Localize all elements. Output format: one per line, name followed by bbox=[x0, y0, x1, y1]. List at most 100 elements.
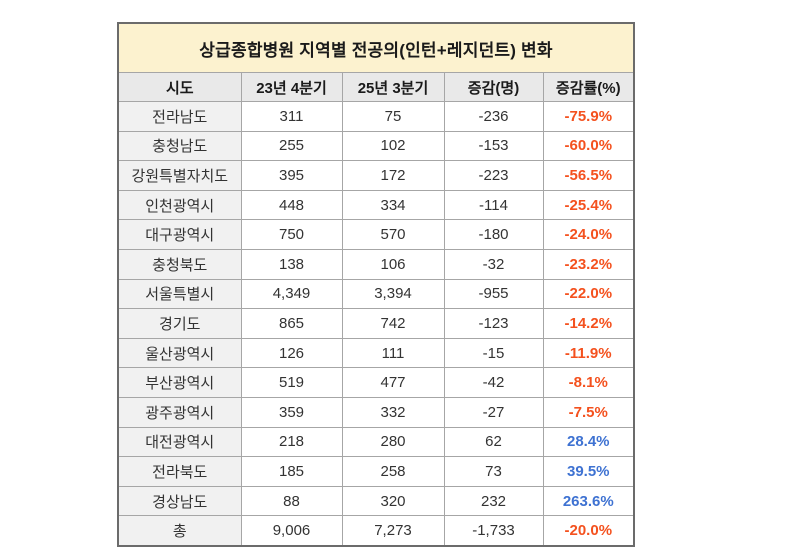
value-change: 232 bbox=[443, 485, 544, 517]
value-change: 62 bbox=[443, 426, 544, 458]
value-q3-2025: 570 bbox=[341, 219, 445, 250]
table-row: 충청남도 255 102 -153 -60.0% bbox=[117, 130, 635, 162]
region-name: 총 bbox=[117, 515, 242, 547]
value-q3-2025: 7,273 bbox=[341, 515, 445, 547]
value-q3-2025: 106 bbox=[341, 248, 445, 280]
table-row: 전라남도 311 75 -236 -75.9% bbox=[117, 101, 635, 132]
table-row: 경상남도 88 320 232 263.6% bbox=[117, 485, 635, 517]
table-title: 상급종합병원 지역별 전공의(인턴+레지던트) 변화 bbox=[117, 22, 635, 73]
value-q3-2025: 332 bbox=[341, 396, 445, 428]
value-change-rate: -7.5% bbox=[542, 396, 635, 428]
value-q3-2025: 102 bbox=[341, 130, 445, 162]
value-q3-2025: 334 bbox=[341, 189, 445, 221]
region-name: 울산광역시 bbox=[117, 337, 242, 369]
region-name: 서울특별시 bbox=[117, 278, 242, 310]
value-q3-2025: 111 bbox=[341, 337, 445, 369]
value-change-rate: -11.9% bbox=[542, 337, 635, 369]
column-header-change-rate: 증감률(%) bbox=[542, 72, 635, 102]
value-change: -223 bbox=[443, 160, 544, 191]
value-q3-2025: 75 bbox=[341, 101, 445, 132]
value-q3-2025: 477 bbox=[341, 367, 445, 398]
table-body: 전라남도 311 75 -236 -75.9% 충청남도 255 102 -153 -60.0% 강… bbox=[117, 101, 635, 547]
table-row: 경기도 865 742 -123 -14.2% bbox=[117, 308, 635, 339]
value-change-rate: 263.6% bbox=[542, 485, 635, 517]
table-row: 부산광역시 519 477 -42 -8.1% bbox=[117, 367, 635, 398]
table-row: 인천광역시 448 334 -114 -25.4% bbox=[117, 189, 635, 221]
page: 상급종합병원 지역별 전공의(인턴+레지던트) 변화 시도 23년 4분기 25… bbox=[117, 22, 636, 547]
table-row: 광주광역시 359 332 -27 -7.5% bbox=[117, 396, 635, 428]
value-q4-2023: 88 bbox=[240, 485, 343, 517]
value-q4-2023: 9,006 bbox=[240, 515, 343, 547]
value-change: -32 bbox=[443, 248, 544, 280]
region-name: 충청북도 bbox=[117, 248, 242, 280]
value-q3-2025: 3,394 bbox=[341, 278, 445, 310]
value-q4-2023: 395 bbox=[240, 160, 343, 191]
value-change-rate: 28.4% bbox=[542, 426, 635, 458]
value-change-rate: -56.5% bbox=[542, 160, 635, 191]
value-change: -236 bbox=[443, 101, 544, 132]
value-change-rate: -75.9% bbox=[542, 101, 635, 132]
value-change: -955 bbox=[443, 278, 544, 310]
value-change: 73 bbox=[443, 456, 544, 487]
region-name: 충청남도 bbox=[117, 130, 242, 162]
value-change: -15 bbox=[443, 337, 544, 369]
header-row: 시도 23년 4분기 25년 3분기 증감(명) 증감률(%) bbox=[117, 72, 635, 102]
value-change-rate: 39.5% bbox=[542, 456, 635, 487]
value-q3-2025: 172 bbox=[341, 160, 445, 191]
value-q4-2023: 138 bbox=[240, 248, 343, 280]
table-row: 서울특별시 4,349 3,394 -955 -22.0% bbox=[117, 278, 635, 310]
column-header-region: 시도 bbox=[117, 72, 242, 102]
table-row: 전라북도 185 258 73 39.5% bbox=[117, 456, 635, 487]
value-q4-2023: 4,349 bbox=[240, 278, 343, 310]
value-change-rate: -25.4% bbox=[542, 189, 635, 221]
value-q4-2023: 519 bbox=[240, 367, 343, 398]
value-change-rate: -20.0% bbox=[542, 515, 635, 547]
region-name: 경기도 bbox=[117, 308, 242, 339]
value-change-rate: -23.2% bbox=[542, 248, 635, 280]
value-change: -1,733 bbox=[443, 515, 544, 547]
value-q3-2025: 742 bbox=[341, 308, 445, 339]
value-change: -180 bbox=[443, 219, 544, 250]
table-row: 강원특별자치도 395 172 -223 -56.5% bbox=[117, 160, 635, 191]
title-row: 상급종합병원 지역별 전공의(인턴+레지던트) 변화 bbox=[117, 22, 635, 73]
table-row: 충청북도 138 106 -32 -23.2% bbox=[117, 248, 635, 280]
value-q4-2023: 218 bbox=[240, 426, 343, 458]
value-q4-2023: 126 bbox=[240, 337, 343, 369]
value-change-rate: -22.0% bbox=[542, 278, 635, 310]
region-name: 대구광역시 bbox=[117, 219, 242, 250]
value-q4-2023: 311 bbox=[240, 101, 343, 132]
region-name: 대전광역시 bbox=[117, 426, 242, 458]
value-change: -123 bbox=[443, 308, 544, 339]
table-row: 울산광역시 126 111 -15 -11.9% bbox=[117, 337, 635, 369]
column-header-change: 증감(명) bbox=[443, 72, 544, 102]
value-q3-2025: 280 bbox=[341, 426, 445, 458]
value-change: -114 bbox=[443, 189, 544, 221]
value-change: -153 bbox=[443, 130, 544, 162]
region-name: 전라남도 bbox=[117, 101, 242, 132]
value-change-rate: -8.1% bbox=[542, 367, 635, 398]
region-name: 광주광역시 bbox=[117, 396, 242, 428]
value-change: -42 bbox=[443, 367, 544, 398]
column-header-q4-2023: 23년 4분기 bbox=[240, 72, 343, 102]
value-q3-2025: 320 bbox=[341, 485, 445, 517]
value-q4-2023: 865 bbox=[240, 308, 343, 339]
total-row: 총 9,006 7,273 -1,733 -20.0% bbox=[117, 515, 635, 547]
value-change-rate: -24.0% bbox=[542, 219, 635, 250]
column-header-q3-2025: 25년 3분기 bbox=[341, 72, 445, 102]
value-q4-2023: 255 bbox=[240, 130, 343, 162]
value-change-rate: -60.0% bbox=[542, 130, 635, 162]
table-row: 대전광역시 218 280 62 28.4% bbox=[117, 426, 635, 458]
value-q4-2023: 448 bbox=[240, 189, 343, 221]
region-name: 부산광역시 bbox=[117, 367, 242, 398]
region-name: 전라북도 bbox=[117, 456, 242, 487]
region-name: 인천광역시 bbox=[117, 189, 242, 221]
value-q3-2025: 258 bbox=[341, 456, 445, 487]
value-change: -27 bbox=[443, 396, 544, 428]
region-name: 강원특별자치도 bbox=[117, 160, 242, 191]
region-name: 경상남도 bbox=[117, 485, 242, 517]
value-q4-2023: 750 bbox=[240, 219, 343, 250]
value-q4-2023: 185 bbox=[240, 456, 343, 487]
value-q4-2023: 359 bbox=[240, 396, 343, 428]
table-row: 대구광역시 750 570 -180 -24.0% bbox=[117, 219, 635, 250]
residents-change-table: 상급종합병원 지역별 전공의(인턴+레지던트) 변화 시도 23년 4분기 25… bbox=[117, 22, 636, 547]
